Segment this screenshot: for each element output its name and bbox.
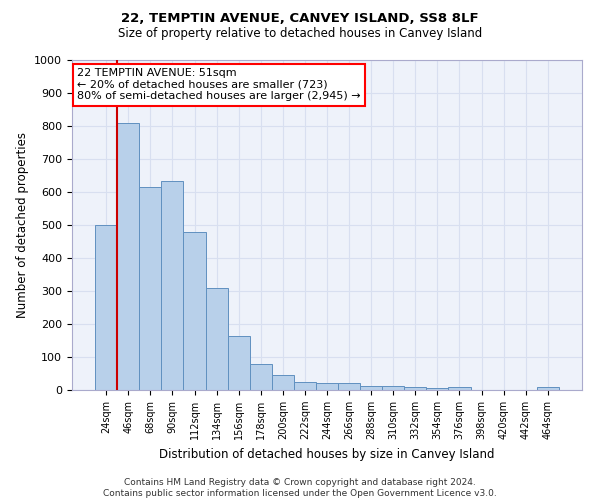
Text: Size of property relative to detached houses in Canvey Island: Size of property relative to detached ho…	[118, 28, 482, 40]
Bar	[448, 386, 470, 390]
Bar	[272, 375, 294, 390]
Y-axis label: Number of detached properties: Number of detached properties	[16, 132, 29, 318]
Bar	[184, 232, 206, 390]
Bar	[227, 336, 250, 390]
Bar	[117, 124, 139, 390]
Bar	[404, 388, 427, 390]
Bar	[206, 288, 227, 390]
X-axis label: Distribution of detached houses by size in Canvey Island: Distribution of detached houses by size …	[159, 448, 495, 460]
Bar	[360, 386, 382, 390]
Text: 22 TEMPTIN AVENUE: 51sqm
← 20% of detached houses are smaller (723)
80% of semi-: 22 TEMPTIN AVENUE: 51sqm ← 20% of detach…	[77, 68, 361, 102]
Bar	[139, 187, 161, 390]
Bar	[95, 225, 117, 390]
Bar	[316, 382, 338, 390]
Bar	[161, 181, 184, 390]
Bar	[294, 382, 316, 390]
Text: Contains HM Land Registry data © Crown copyright and database right 2024.
Contai: Contains HM Land Registry data © Crown c…	[103, 478, 497, 498]
Bar	[338, 384, 360, 390]
Text: 22, TEMPTIN AVENUE, CANVEY ISLAND, SS8 8LF: 22, TEMPTIN AVENUE, CANVEY ISLAND, SS8 8…	[121, 12, 479, 26]
Bar	[427, 388, 448, 390]
Bar	[250, 364, 272, 390]
Bar	[537, 386, 559, 390]
Bar	[382, 386, 404, 390]
